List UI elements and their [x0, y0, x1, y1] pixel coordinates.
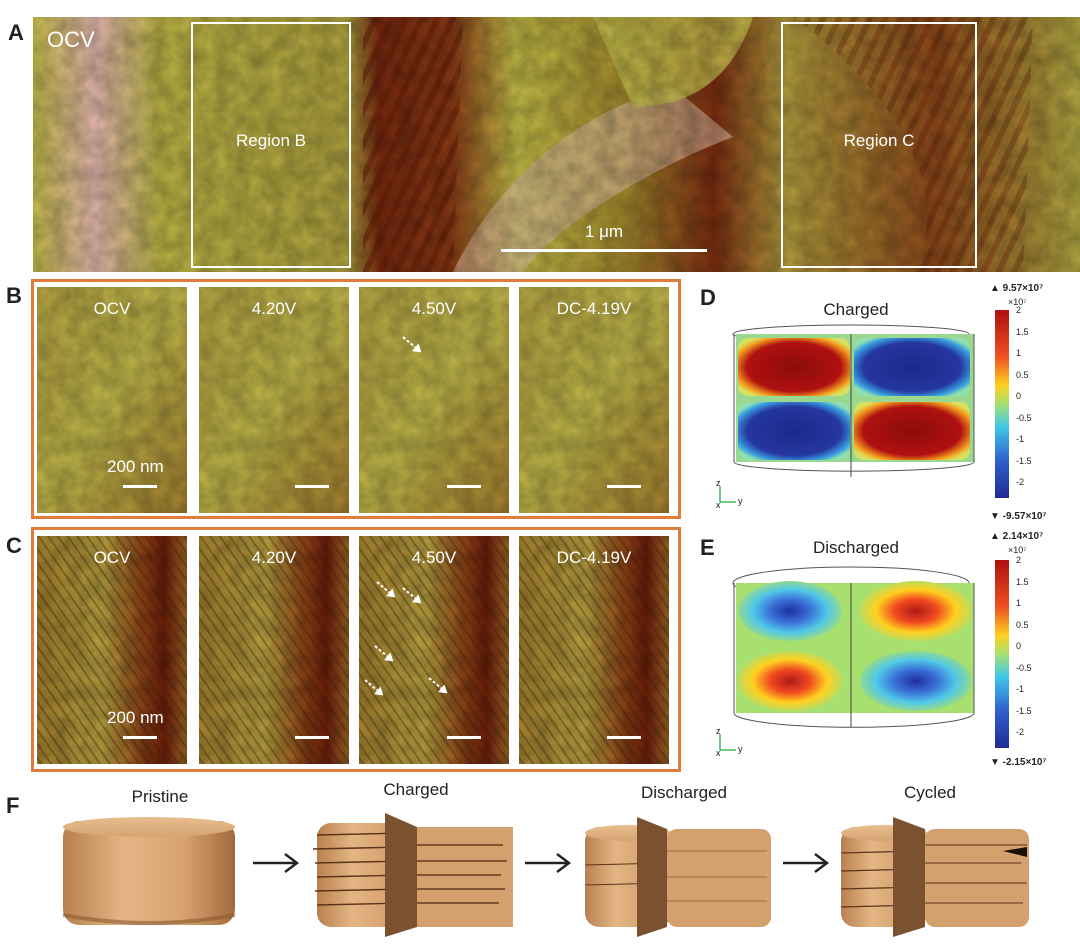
discharged-colorbar	[995, 560, 1009, 748]
scale-bar-1um	[501, 249, 707, 252]
row-c-scale-bar-0	[123, 736, 157, 739]
charged-axis-x: x	[716, 500, 721, 510]
row-b-afm-panel-1: 4.20V	[199, 287, 349, 513]
cycled-particle	[840, 817, 1029, 937]
discharged-axis-x: x	[716, 748, 721, 758]
arrow-3	[783, 853, 829, 873]
region-b-box	[191, 22, 351, 268]
row-b-scale-bar-0	[123, 485, 157, 488]
colorbar-tick-label: -0.5	[1016, 412, 1032, 423]
charged-axes-triad	[719, 486, 736, 503]
arrow-2	[525, 853, 571, 873]
charged-title: Charged	[823, 300, 889, 319]
discharged-axis-y: y	[738, 744, 743, 754]
charged-colorbar-max: ▲ 9.57×10⁷	[990, 283, 1044, 294]
charged-stress-cylinder	[732, 324, 975, 477]
row-c-scale-bar-1	[295, 736, 329, 739]
row-b-voltage-label-3: DC-4.19V	[556, 299, 632, 318]
colorbar-tick-label: 0.5	[1016, 619, 1029, 630]
row-c-afm-panel-0: OCV 200 nm	[37, 536, 187, 764]
discharged-title: Discharged	[813, 538, 899, 557]
particle-evolution-schematic	[63, 813, 1029, 937]
region-c-label: Region C	[843, 131, 915, 150]
charged-colorbar	[995, 310, 1009, 498]
stage-label-cycled: Cycled	[904, 783, 956, 802]
colorbar-tick-label: 1	[1016, 348, 1022, 358]
panel-label-f: F	[6, 793, 20, 818]
row-b-voltage-label-0: OCV	[93, 299, 131, 318]
colorbar-tick-label: -0.5	[1016, 662, 1032, 673]
row-b-frame	[31, 279, 681, 519]
crack-arrow	[364, 679, 384, 696]
colorbar-tick-label: -2	[1016, 727, 1025, 737]
afm-image-ocv-overview: OCV Region B Region C 1 μm	[33, 17, 1080, 272]
row-b-scale-bar-1	[295, 485, 329, 488]
crack-arrow	[374, 645, 394, 662]
discharged-axis-z: z	[716, 726, 721, 736]
scale-label-1um: 1 μm	[584, 222, 624, 241]
row-b-afm-panel-3: DC-4.19V	[519, 287, 669, 513]
colorbar-tick-label: -1.5	[1016, 705, 1032, 716]
panel-label-d: D	[700, 285, 716, 310]
charged-colorbar-exp: ×10⁷	[1008, 297, 1027, 307]
row-c-scale-label: 200 nm	[107, 708, 164, 727]
panel-label-e: E	[700, 535, 715, 560]
panel-label-c: C	[6, 533, 22, 558]
row-b-scale-bar-2	[447, 485, 481, 488]
row-b-scale-label: 200 nm	[107, 457, 164, 476]
row-c-afm-panel-1: 4.20V	[199, 536, 349, 764]
charged-axis-z: z	[716, 478, 721, 488]
colorbar-tick-label: -1	[1016, 684, 1025, 694]
stage-label-pristine: Pristine	[131, 787, 189, 806]
colorbar-tick-label: 1.5	[1016, 576, 1029, 587]
arrow-1	[253, 853, 299, 873]
row-c-voltage-label-0: OCV	[93, 548, 131, 567]
crack-arrow	[402, 587, 422, 604]
row-c-afm-panel-3: DC-4.19V	[519, 536, 669, 764]
stage-label-discharged: Discharged	[641, 783, 727, 802]
colorbar-tick-label: 0	[1016, 641, 1022, 651]
colorbar-tick-label: 0	[1016, 391, 1022, 401]
row-c-voltage-label-2: 4.50V	[411, 548, 457, 567]
pristine-particle	[63, 817, 235, 925]
colorbar-tick-label: -2	[1016, 477, 1025, 487]
discharged-colorbar-min: ▼ -2.15×10⁷	[990, 757, 1047, 768]
row-c-voltage-label-1: 4.20V	[251, 548, 297, 567]
colorbar-tick-label: 1	[1016, 598, 1022, 608]
discharged-axes-triad	[719, 734, 736, 751]
row-c-scale-bar-2	[447, 736, 481, 739]
row-b-afm-panel-0: OCV 200 nm	[37, 287, 187, 513]
colorbar-tick-label: 0.5	[1016, 369, 1029, 380]
crack-arrow	[376, 581, 396, 598]
discharged-colorbar-exp: ×10⁷	[1008, 545, 1027, 555]
panel-label-b: B	[6, 283, 22, 308]
row-b-voltage-label-1: 4.20V	[251, 299, 297, 318]
row-b-afm-panel-2: 4.50V	[359, 287, 509, 513]
row-b-voltage-label-2: 4.50V	[411, 299, 457, 318]
discharged-colorbar-max: ▲ 2.14×10⁷	[990, 531, 1044, 542]
row-c-scale-bar-3	[607, 736, 641, 739]
stage-label-charged: Charged	[383, 780, 449, 799]
colorbar-tick-label: 2	[1016, 555, 1022, 565]
charged-axis-y: y	[738, 496, 743, 506]
region-c-box	[781, 22, 977, 268]
charged-colorbar-min: ▼ -9.57×10⁷	[990, 511, 1047, 522]
row-c-voltage-label-3: DC-4.19V	[556, 548, 632, 567]
row-c-afm-panel-2: 4.50V	[359, 536, 509, 764]
colorbar-tick-label: -1	[1016, 434, 1025, 444]
colorbar-tick-label: 1.5	[1016, 326, 1029, 337]
ocv-label: OCV	[47, 27, 95, 52]
panel-label-a: A	[8, 20, 24, 45]
crack-arrow	[428, 677, 448, 694]
region-b-label: Region B	[236, 131, 306, 150]
charged-particle	[312, 813, 513, 937]
discharged-particle	[584, 817, 771, 937]
colorbar-tick-label: -1.5	[1016, 455, 1032, 466]
row-c-frame	[31, 527, 681, 772]
colorbar-tick-label: 2	[1016, 305, 1022, 315]
row-b-scale-bar-3	[607, 485, 641, 488]
discharged-stress-cylinder	[732, 566, 975, 728]
